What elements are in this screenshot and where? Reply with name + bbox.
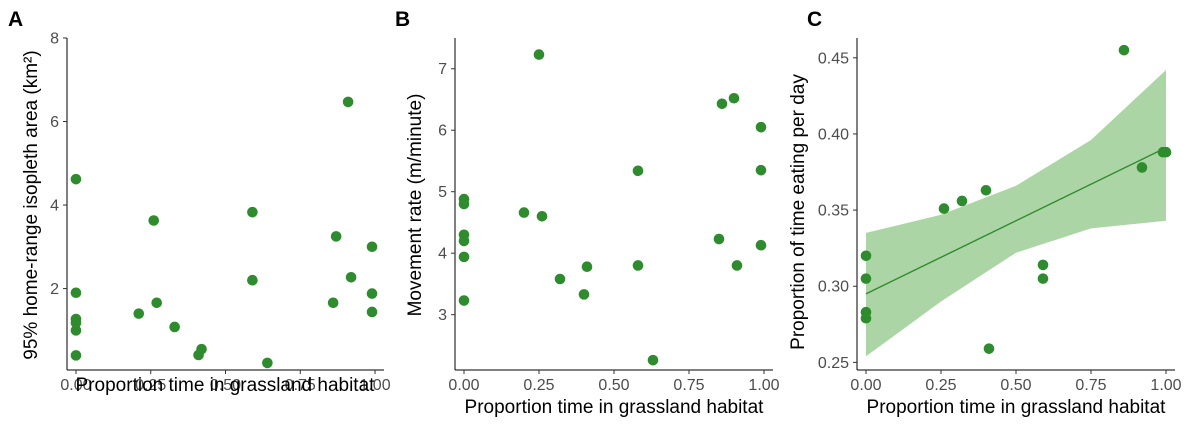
data-point — [860, 312, 872, 324]
data-point — [330, 231, 342, 242]
y-tick-label: 4 — [50, 198, 59, 215]
plot-b-area: 0.00 0.25 0.50 0.75 1.00 3 4 5 6 7 — [438, 38, 780, 394]
y-tick-label: 3 — [438, 307, 447, 324]
data-point — [578, 289, 590, 300]
y-tick-label: 2 — [50, 281, 59, 298]
y-tick-label: 0.35 — [818, 203, 849, 220]
panel-b-letter: B — [395, 8, 410, 31]
data-point — [632, 165, 644, 177]
data-point — [1118, 44, 1130, 56]
data-point — [536, 210, 548, 222]
data-point — [458, 251, 470, 263]
x-tick-label: 0.25 — [523, 377, 554, 394]
data-point — [860, 250, 872, 262]
data-point — [70, 173, 82, 185]
data-point — [533, 49, 545, 60]
data-point — [458, 198, 470, 210]
data-point — [148, 215, 160, 226]
data-point — [731, 260, 743, 271]
data-point — [518, 207, 530, 218]
panel-a-letter: A — [8, 8, 23, 31]
panel-b-y-axis-title: Movement rate (m/minute) — [405, 94, 426, 317]
x-tick-label: 0.50 — [598, 377, 629, 394]
x-tick-label: 0.00 — [448, 377, 479, 394]
data-point — [247, 206, 258, 218]
data-point — [70, 287, 82, 299]
panel-b-x-axis-title: Proportion time in grassland habitat — [465, 397, 765, 418]
data-point — [1136, 162, 1148, 173]
data-point — [70, 317, 82, 329]
x-tick-label: 0.75 — [1075, 377, 1106, 394]
y-tick-label: 8 — [50, 31, 59, 48]
data-point — [1037, 273, 1049, 284]
panel-c-y-axis-title: Proportion of time eating per day — [788, 74, 809, 350]
data-point — [345, 271, 357, 283]
data-point — [581, 261, 593, 273]
x-tick-label: 0.50 — [210, 377, 241, 394]
data-point — [647, 354, 659, 366]
y-tick-label: 4 — [438, 246, 447, 263]
plot-a-area: 0.00 0.25 0.50 0.75 1.00 2 4 6 8 — [50, 31, 391, 395]
regression-line — [865, 147, 1167, 295]
data-point — [713, 233, 725, 245]
data-point — [262, 357, 273, 369]
x-tick-label: 1.00 — [359, 377, 390, 394]
data-point — [728, 92, 740, 104]
data-point — [151, 297, 163, 309]
data-point — [70, 350, 82, 361]
panel-a-x-axis-title: Proportion time in grassland habitat — [76, 375, 376, 396]
y-tick-label: 0.45 — [818, 50, 849, 67]
data-point — [956, 195, 968, 207]
data-point — [366, 241, 378, 253]
panel-a-y-axis-title: 95% home-range isopleth area (km²) — [21, 50, 42, 359]
panel-b: B 0.00 0.25 0.50 0.75 1.00 3 4 5 6 7 Proportion t… — [395, 8, 780, 418]
y-tick-label: 5 — [438, 184, 447, 201]
x-tick-label: 0.75 — [673, 377, 704, 394]
data-point — [458, 295, 470, 306]
data-point — [366, 288, 378, 299]
data-point — [755, 164, 767, 176]
y-tick-label: 0.40 — [818, 126, 849, 143]
x-tick-label: 0.25 — [135, 377, 166, 394]
data-point — [632, 260, 644, 271]
data-point — [193, 349, 204, 361]
plot-c-area: 0.00 0.25 0.50 0.75 1.000.250.300.350.400.45 — [818, 38, 1182, 394]
x-tick-label: 0.00 — [60, 377, 91, 394]
data-point — [716, 98, 728, 110]
data-point — [755, 121, 767, 133]
data-point — [458, 235, 470, 247]
x-tick-label: 0.25 — [925, 377, 956, 394]
panel-c-x-axis-title: Proportion time in grassland habitat — [867, 397, 1167, 418]
data-point — [70, 325, 82, 336]
y-tick-label: 0.25 — [818, 355, 849, 372]
y-tick-label: 0.30 — [818, 279, 849, 296]
y-tick-label: 6 — [50, 114, 59, 131]
x-tick-label: 1.00 — [748, 377, 779, 394]
data-point — [755, 239, 767, 251]
y-tick-label: 6 — [438, 123, 447, 140]
data-point — [327, 297, 339, 309]
data-point — [1037, 259, 1049, 271]
data-point — [247, 274, 258, 286]
x-tick-label: 1.00 — [1150, 377, 1181, 394]
panel-c: C 0.00 0.25 0.50 0.75 1.000.250.300.350.400.… — [788, 8, 1182, 418]
panel-c-letter: C — [807, 8, 822, 31]
y-tick-label: 7 — [438, 61, 447, 78]
data-point — [133, 308, 145, 319]
data-point — [366, 306, 378, 318]
confidence-band — [866, 70, 1166, 357]
data-point — [980, 184, 992, 196]
data-point — [860, 273, 872, 284]
x-tick-label: 0.00 — [850, 377, 881, 394]
data-point — [554, 273, 566, 285]
data-point — [983, 343, 995, 354]
panel-a: A 0.00 0.25 0.50 0.75 1.00 2 4 6 8 Proportion ti… — [8, 8, 391, 396]
data-point — [938, 203, 950, 214]
data-point — [169, 321, 180, 333]
data-point — [342, 96, 354, 108]
x-tick-label: 0.75 — [285, 377, 316, 394]
x-tick-label: 0.50 — [1000, 377, 1031, 394]
data-point — [1160, 146, 1172, 158]
